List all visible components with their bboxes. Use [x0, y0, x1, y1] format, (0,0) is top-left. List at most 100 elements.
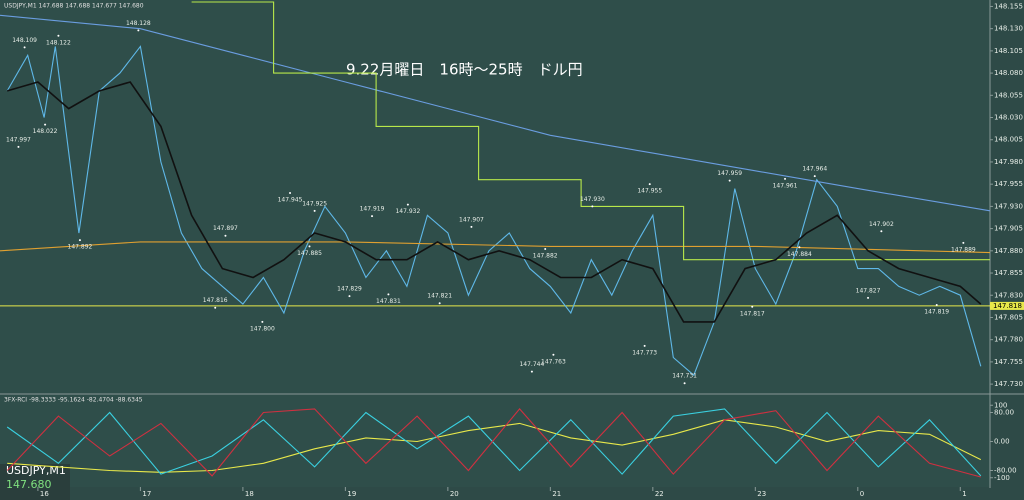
y-tick-label: 0.00 — [994, 438, 1010, 446]
y-tick-label: 147.905 — [994, 225, 1023, 233]
annotation-point — [57, 34, 60, 37]
level-label: 147.818 — [993, 302, 1022, 310]
level-tag — [990, 301, 1024, 310]
annotation-label: 147.997 — [6, 136, 31, 143]
y-tick-label: -100 — [994, 474, 1010, 482]
y-tick-label: 80.00 — [994, 409, 1014, 417]
annotation-label: 147.959 — [717, 170, 742, 177]
annotation-label: 147.945 — [278, 197, 303, 204]
annotation-label: 147.884 — [787, 251, 812, 258]
annotation-label: 147.897 — [213, 225, 238, 232]
y-tick-label: 148.080 — [994, 69, 1023, 77]
annotation-point — [784, 177, 787, 180]
annotation-point — [813, 175, 816, 178]
y-tick-label: 148.105 — [994, 47, 1023, 55]
x-tick-label: 16 — [40, 490, 49, 498]
annotation-point — [962, 241, 965, 244]
y-tick-label: 147.805 — [994, 313, 1023, 321]
annotation-point — [224, 234, 227, 237]
annotation-point — [137, 29, 140, 32]
x-tick-label: 23 — [757, 490, 766, 498]
annotation-point — [348, 295, 351, 298]
annotation-point — [261, 320, 264, 323]
y-tick-label: 148.005 — [994, 136, 1023, 144]
annotation-point — [308, 245, 311, 248]
y-tick-label: 147.755 — [994, 358, 1023, 366]
annotation-label: 147.744 — [519, 361, 544, 368]
series-line — [0, 241, 991, 254]
annotation-label: 147.821 — [427, 293, 452, 300]
annotation-point — [17, 145, 20, 148]
annotation-point — [591, 205, 594, 208]
annotation-label: 147.902 — [869, 221, 894, 228]
x-tick-label: 1 — [962, 490, 966, 498]
series-line — [6, 45, 982, 377]
series-line — [0, 14, 991, 212]
rci-title: 3FX-RCI -98.3333 -95.1624 -82.4704 -88.6… — [4, 397, 143, 404]
annotation-label: 147.816 — [203, 297, 228, 304]
y-tick-label: 100 — [994, 401, 1007, 409]
x-tick-label: 17 — [142, 490, 151, 498]
annotation-point — [438, 302, 441, 305]
annotation-label: 147.882 — [533, 253, 558, 260]
y-tick-label: 147.955 — [994, 180, 1023, 188]
annotation-label: 147.831 — [376, 298, 401, 305]
annotation-point — [683, 382, 686, 385]
annotation-label: 148.022 — [33, 128, 58, 135]
x-tick-label: 18 — [245, 490, 254, 498]
annotation-label: 147.964 — [802, 166, 827, 173]
x-tick-label: 20 — [450, 490, 459, 498]
y-tick-label: 148.030 — [994, 114, 1023, 122]
annotation-point — [406, 203, 409, 206]
annotation-point — [371, 215, 374, 218]
annotation-label: 147.763 — [541, 358, 566, 365]
y-tick-label: 147.980 — [994, 158, 1023, 166]
annotation-point — [867, 296, 870, 299]
y-tick-label: 147.930 — [994, 202, 1023, 210]
annotation-point — [214, 306, 217, 309]
symbol: USDJPY,M1 — [6, 464, 66, 477]
annotation-label: 147.955 — [637, 188, 662, 195]
annotation-point — [935, 304, 938, 307]
annotation-label: 147.827 — [856, 287, 881, 294]
annotation-label: 147.930 — [580, 196, 605, 203]
y-tick-label: 147.730 — [994, 380, 1023, 388]
annotation-point — [544, 248, 547, 251]
y-tick-label: 147.880 — [994, 247, 1023, 255]
annotation-label: 147.961 — [773, 182, 798, 189]
y-tick-label: 148.055 — [994, 91, 1023, 99]
y-tick-label: 147.855 — [994, 269, 1023, 277]
annotation-point — [78, 239, 81, 242]
annotation-point — [648, 183, 651, 186]
series-line — [6, 81, 982, 323]
y-tick-label: -80.00 — [994, 467, 1017, 475]
annotation-label: 147.919 — [360, 206, 385, 213]
annotation-label: 147.800 — [250, 325, 275, 332]
annotation-point — [44, 123, 47, 126]
series-line — [6, 408, 982, 477]
series-line — [191, 1, 990, 261]
annotation-point — [798, 246, 801, 249]
symbol-box — [0, 464, 70, 500]
annotation-point — [728, 179, 731, 182]
annotation-label: 147.932 — [395, 208, 420, 215]
rci-panel — [0, 395, 990, 487]
annotation-label: 147.892 — [68, 244, 93, 251]
annotation-label: 148.109 — [12, 37, 37, 44]
annotation-label: 147.829 — [337, 286, 362, 293]
annotation-point — [289, 192, 292, 195]
x-tick-label: 22 — [655, 490, 664, 498]
annotation-point — [751, 305, 754, 308]
x-tick-label: 21 — [552, 490, 561, 498]
series-line — [6, 408, 981, 478]
series-line — [7, 419, 982, 473]
annotation-point — [530, 370, 533, 373]
header: USDJPY,M1 147.688 147.688 147.677 147.68… — [4, 3, 144, 10]
annotation-point — [387, 293, 390, 296]
y-tick-label: 147.780 — [994, 336, 1023, 344]
annotation-point — [23, 46, 26, 49]
annotation-label: 147.731 — [672, 373, 697, 380]
x-tick-label: 19 — [347, 490, 356, 498]
annotation-label: 147.885 — [297, 250, 322, 257]
annotation-label: 147.773 — [632, 349, 657, 356]
